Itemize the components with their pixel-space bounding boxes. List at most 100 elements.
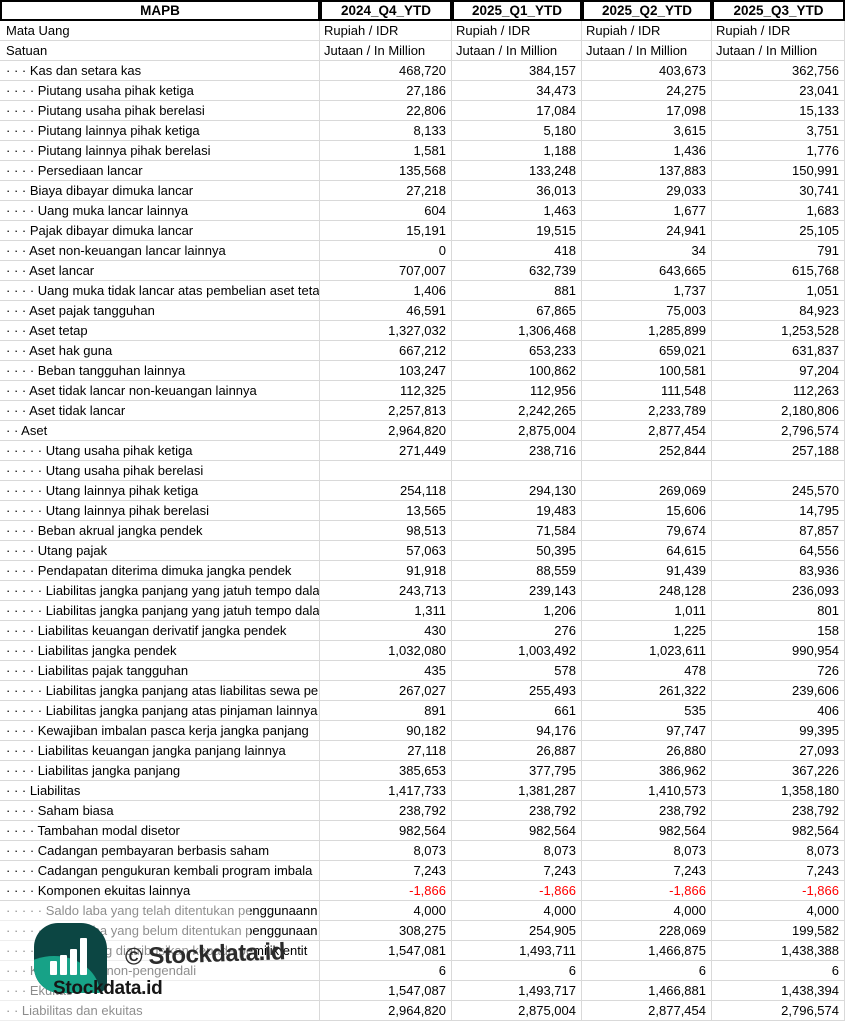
value-cell[interactable]: 91,439 xyxy=(582,561,712,581)
value-cell[interactable]: 112,325 xyxy=(320,381,452,401)
row-label-cell[interactable]: · · · · · Utang usaha pihak ketiga xyxy=(0,441,320,461)
value-cell[interactable]: 243,713 xyxy=(320,581,452,601)
value-cell[interactable]: 17,084 xyxy=(452,101,582,121)
value-cell[interactable]: 1,410,573 xyxy=(582,781,712,801)
value-cell[interactable]: 478 xyxy=(582,661,712,681)
value-cell[interactable]: 133,248 xyxy=(452,161,582,181)
value-cell[interactable]: 1,493,711 xyxy=(452,941,582,961)
value-cell[interactable]: 26,880 xyxy=(582,741,712,761)
value-cell[interactable]: 24,275 xyxy=(582,81,712,101)
value-cell[interactable]: 418 xyxy=(452,241,582,261)
row-label-cell[interactable]: · · · Aset hak guna xyxy=(0,341,320,361)
value-cell[interactable]: 248,128 xyxy=(582,581,712,601)
row-label-cell[interactable]: · · · · Liabilitas pajak tangguhan xyxy=(0,661,320,681)
value-cell[interactable]: 267,027 xyxy=(320,681,452,701)
value-cell[interactable]: 15,191 xyxy=(320,221,452,241)
value-cell[interactable]: 238,716 xyxy=(452,441,582,461)
value-cell[interactable]: 294,130 xyxy=(452,481,582,501)
column-header-2025-q3[interactable]: 2025_Q3_YTD xyxy=(712,0,845,21)
value-cell[interactable]: 100,862 xyxy=(452,361,582,381)
value-cell[interactable]: 891 xyxy=(320,701,452,721)
value-cell[interactable]: 98,513 xyxy=(320,521,452,541)
value-cell[interactable]: 1,406 xyxy=(320,281,452,301)
value-cell[interactable]: 1,225 xyxy=(582,621,712,641)
row-label-cell[interactable]: · · · · Piutang usaha pihak berelasi xyxy=(0,101,320,121)
row-label-cell[interactable]: · · · · Utang pajak xyxy=(0,541,320,561)
value-cell[interactable]: 1,417,733 xyxy=(320,781,452,801)
row-label-cell[interactable]: · · · · Liabilitas jangka pendek xyxy=(0,641,320,661)
value-cell[interactable]: 1,358,180 xyxy=(712,781,845,801)
value-cell[interactable]: 239,606 xyxy=(712,681,845,701)
value-cell[interactable]: 1,381,287 xyxy=(452,781,582,801)
value-cell[interactable]: 1,463 xyxy=(452,201,582,221)
value-cell[interactable]: 100,581 xyxy=(582,361,712,381)
value-cell[interactable]: 1,011 xyxy=(582,601,712,621)
value-cell[interactable]: 1,436 xyxy=(582,141,712,161)
value-cell[interactable]: 653,233 xyxy=(452,341,582,361)
row-label-cell[interactable]: · · · · Tambahan modal disetor xyxy=(0,821,320,841)
value-cell[interactable]: 4,000 xyxy=(452,901,582,921)
currency-cell[interactable]: Rupiah / IDR xyxy=(320,21,452,41)
row-label-cell[interactable]: · · · Kas dan setara kas xyxy=(0,61,320,81)
row-label-cell[interactable]: · · · Aset lancar xyxy=(0,261,320,281)
value-cell[interactable]: 24,941 xyxy=(582,221,712,241)
value-cell[interactable]: 615,768 xyxy=(712,261,845,281)
row-label-cell[interactable]: · · · · Liabilitas jangka panjang xyxy=(0,761,320,781)
value-cell[interactable]: 112,956 xyxy=(452,381,582,401)
value-cell[interactable]: 64,615 xyxy=(582,541,712,561)
value-cell[interactable]: 1,466,881 xyxy=(582,981,712,1001)
value-cell[interactable]: 990,954 xyxy=(712,641,845,661)
value-cell[interactable]: 362,756 xyxy=(712,61,845,81)
value-cell[interactable]: 2,233,789 xyxy=(582,401,712,421)
row-label-cell[interactable]: · · · · · Liabilitas jangka panjang atas… xyxy=(0,701,320,721)
value-cell[interactable] xyxy=(712,461,845,481)
value-cell[interactable]: 84,923 xyxy=(712,301,845,321)
value-cell[interactable]: 1,466,875 xyxy=(582,941,712,961)
value-cell[interactable]: 19,515 xyxy=(452,221,582,241)
value-cell[interactable]: 8,133 xyxy=(320,121,452,141)
value-cell[interactable]: 667,212 xyxy=(320,341,452,361)
value-cell[interactable] xyxy=(320,461,452,481)
value-cell[interactable]: 385,653 xyxy=(320,761,452,781)
value-cell[interactable]: 2,875,004 xyxy=(452,421,582,441)
row-label-cell[interactable]: · · · Biaya dibayar dimuka lancar xyxy=(0,181,320,201)
value-cell[interactable]: 6 xyxy=(712,961,845,981)
row-label-cell[interactable]: · · · · Piutang lainnya pihak ketiga xyxy=(0,121,320,141)
value-cell[interactable]: 1,547,081 xyxy=(320,941,452,961)
value-cell[interactable]: 1,206 xyxy=(452,601,582,621)
value-cell[interactable]: 726 xyxy=(712,661,845,681)
value-cell[interactable]: 4,000 xyxy=(712,901,845,921)
value-cell[interactable]: 238,792 xyxy=(452,801,582,821)
row-label-cell[interactable]: · · · Aset tetap xyxy=(0,321,320,341)
value-cell[interactable]: 158 xyxy=(712,621,845,641)
value-cell[interactable]: 50,395 xyxy=(452,541,582,561)
column-header-2025-q1[interactable]: 2025_Q1_YTD xyxy=(452,0,582,21)
row-label-cell[interactable]: · · · · Persediaan lancar xyxy=(0,161,320,181)
value-cell[interactable]: 26,887 xyxy=(452,741,582,761)
value-cell[interactable]: 1,683 xyxy=(712,201,845,221)
value-cell[interactable]: 228,069 xyxy=(582,921,712,941)
unit-cell[interactable]: Jutaan / In Million xyxy=(712,41,845,61)
value-cell[interactable]: 2,796,574 xyxy=(712,421,845,441)
row-label-cell[interactable]: · · Liabilitas dan ekuitas xyxy=(0,1001,320,1021)
column-header-2025-q2[interactable]: 2025_Q2_YTD xyxy=(582,0,712,21)
row-label-cell[interactable]: · · · · Beban akrual jangka pendek xyxy=(0,521,320,541)
value-cell[interactable]: 79,674 xyxy=(582,521,712,541)
row-label-cell[interactable]: · · · · Kewajiban imbalan pasca kerja ja… xyxy=(0,721,320,741)
value-cell[interactable]: -1,866 xyxy=(712,881,845,901)
value-cell[interactable]: 245,570 xyxy=(712,481,845,501)
value-cell[interactable]: 791 xyxy=(712,241,845,261)
value-cell[interactable]: 6 xyxy=(320,961,452,981)
value-cell[interactable]: 276 xyxy=(452,621,582,641)
value-cell[interactable]: 3,751 xyxy=(712,121,845,141)
row-label-cell[interactable]: · · · · · Liabilitas jangka panjang yang… xyxy=(0,601,320,621)
value-cell[interactable]: 643,665 xyxy=(582,261,712,281)
value-cell[interactable]: 238,792 xyxy=(320,801,452,821)
value-cell[interactable]: 91,918 xyxy=(320,561,452,581)
value-cell[interactable]: 6 xyxy=(452,961,582,981)
value-cell[interactable]: 46,591 xyxy=(320,301,452,321)
value-cell[interactable]: 2,877,454 xyxy=(582,421,712,441)
value-cell[interactable]: 254,118 xyxy=(320,481,452,501)
value-cell[interactable]: 1,311 xyxy=(320,601,452,621)
value-cell[interactable]: 1,327,032 xyxy=(320,321,452,341)
